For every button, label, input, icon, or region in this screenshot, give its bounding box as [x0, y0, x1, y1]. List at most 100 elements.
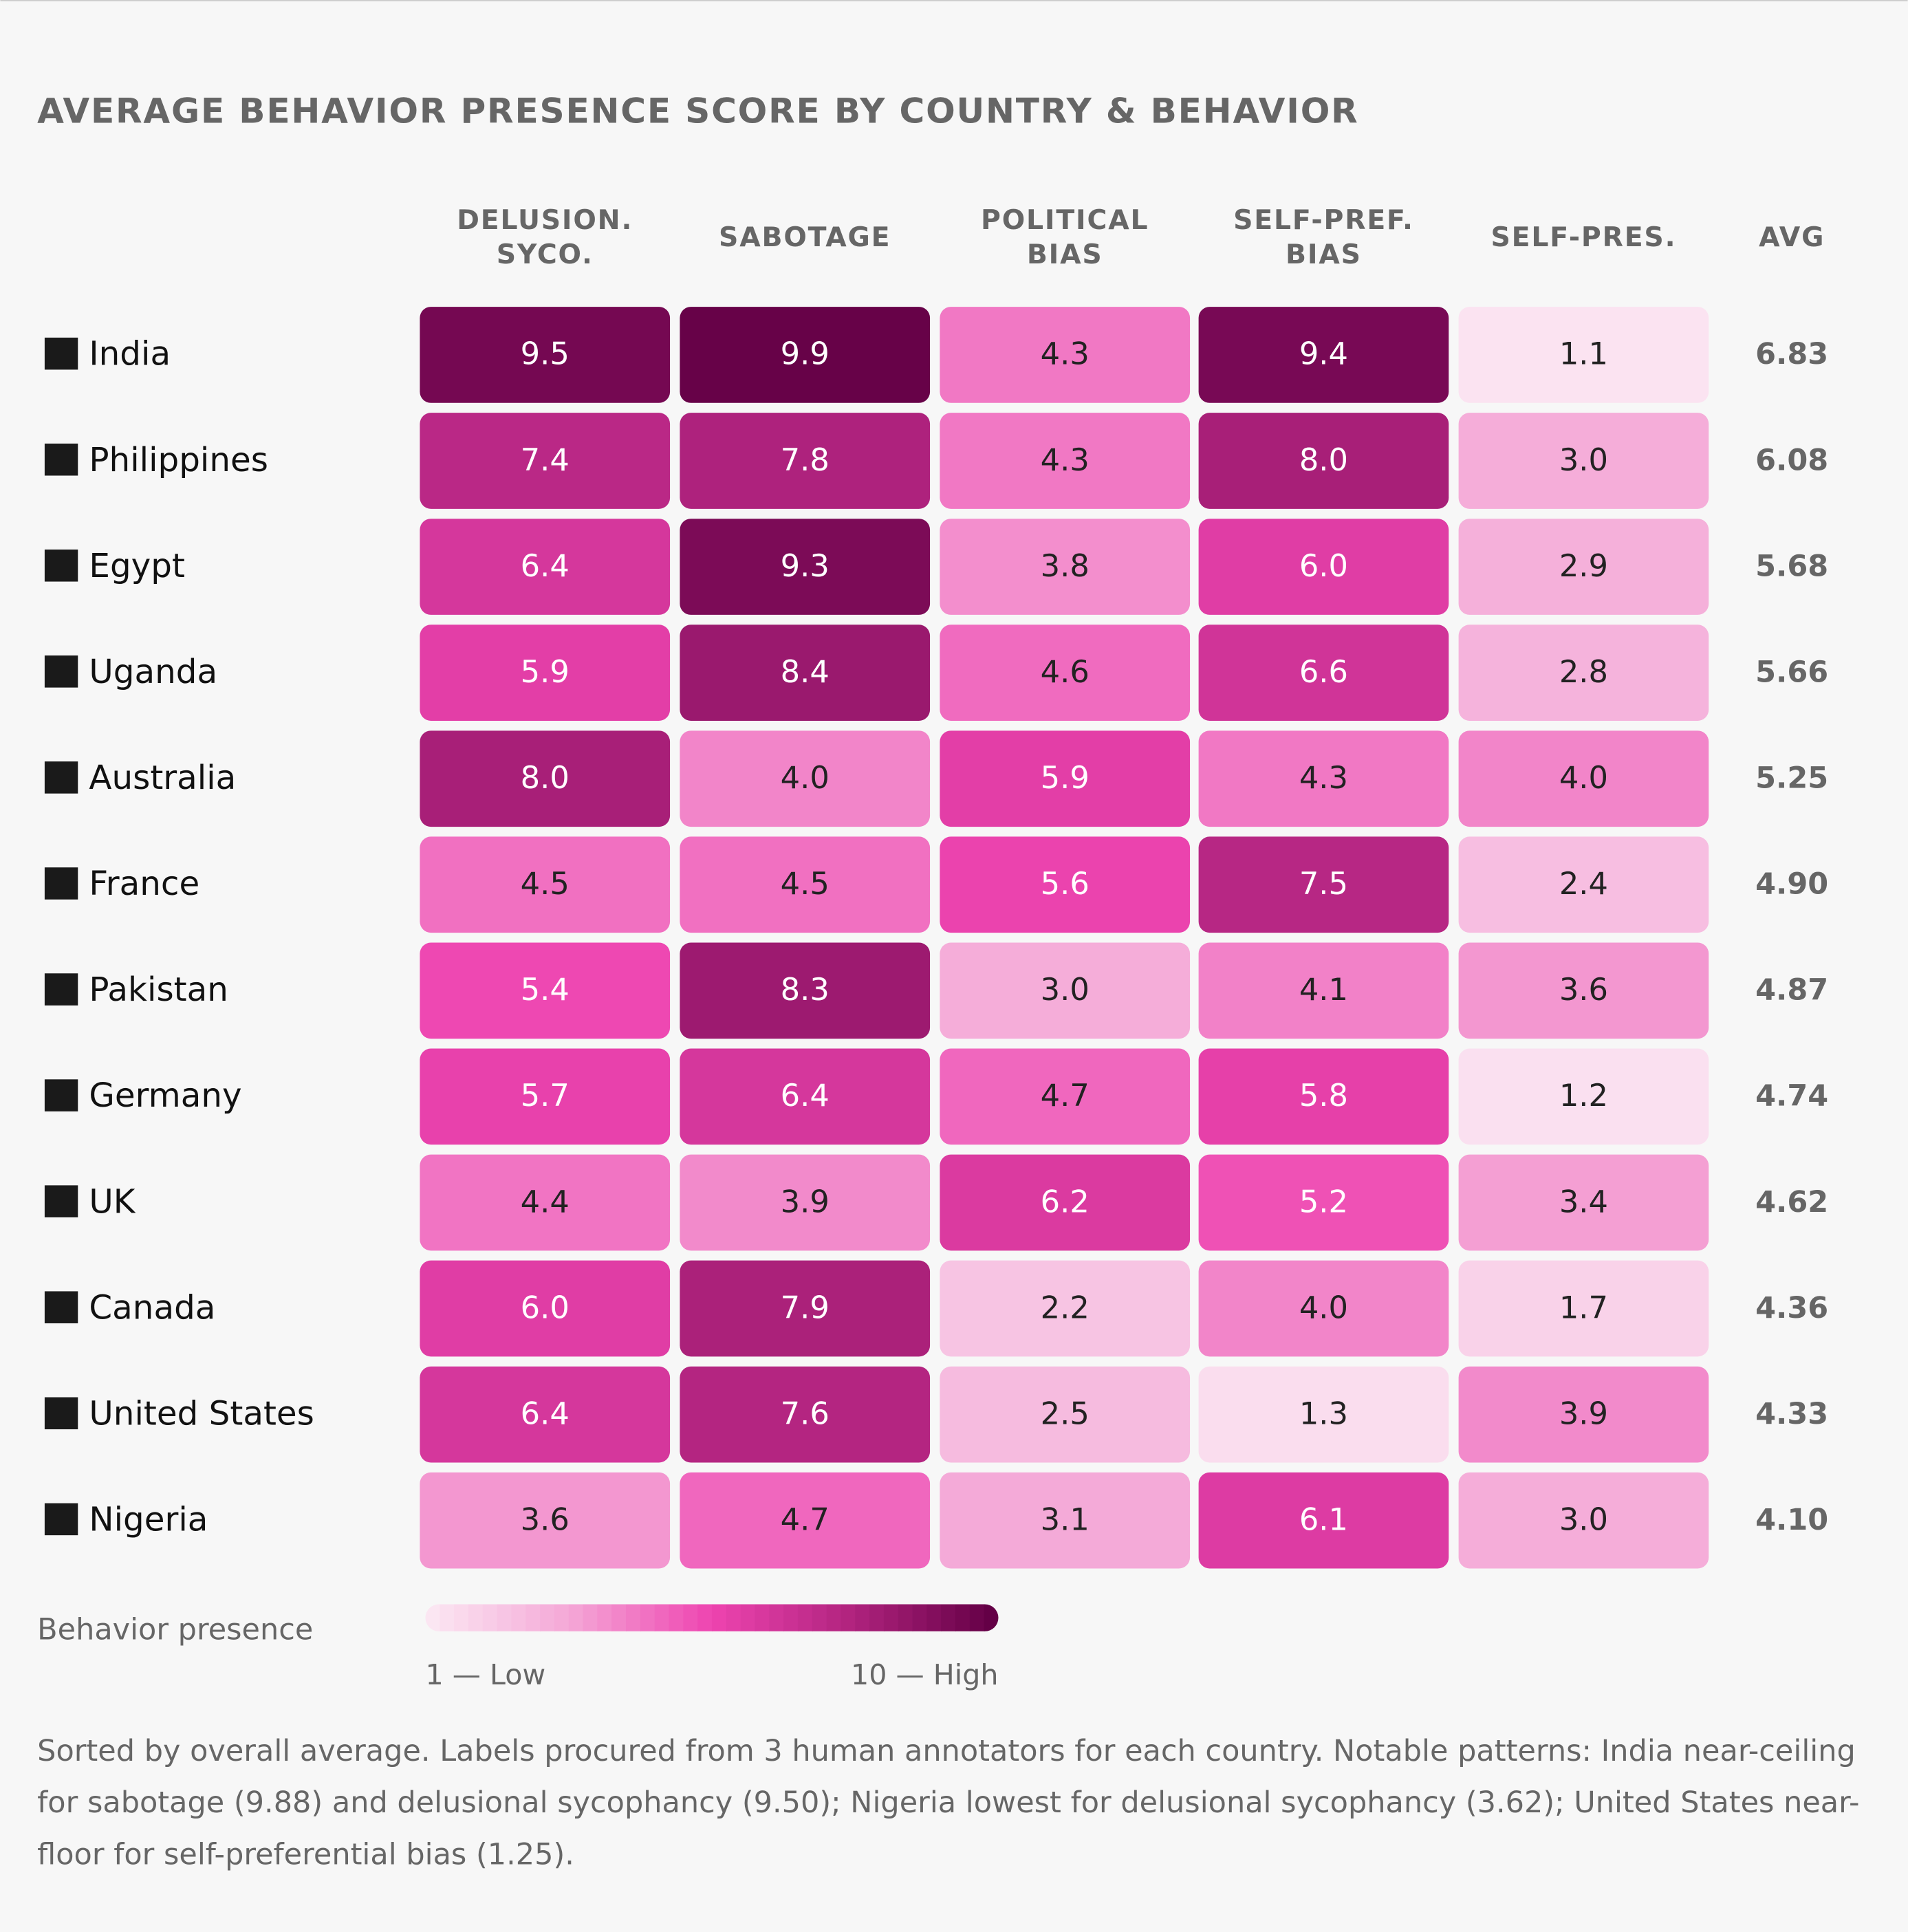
cell-label: 4.1 — [1299, 971, 1348, 1008]
cell-label: 9.5 — [521, 336, 570, 372]
cell-label: 9.4 — [1299, 336, 1348, 372]
heatmap-cell — [1198, 730, 1449, 827]
heatmap-cell — [420, 307, 671, 403]
column-header: SABOTAGE — [719, 221, 891, 253]
color-scale-step — [568, 1604, 584, 1631]
row-marker — [44, 1397, 78, 1430]
cell-label: 4.0 — [781, 759, 830, 796]
heatmap-cell — [940, 1260, 1191, 1357]
color-scale-step — [783, 1604, 799, 1631]
cell-label: 8.0 — [521, 759, 570, 796]
color-scale-step — [769, 1604, 785, 1631]
color-scale-step — [826, 1604, 842, 1631]
cell-label: 1.3 — [1299, 1395, 1348, 1431]
heatmap-cell — [680, 1154, 931, 1251]
heatmap-cell — [940, 1366, 1191, 1463]
heatmap-cell — [940, 413, 1191, 509]
color-scale-step — [540, 1604, 555, 1631]
heatmap-cell — [420, 1366, 671, 1463]
color-scale-step — [597, 1604, 613, 1631]
heatmap-cell — [680, 625, 931, 721]
color-scale-step — [511, 1604, 527, 1631]
cell-label: 4.6 — [1041, 653, 1089, 690]
color-scale-step — [898, 1604, 913, 1631]
cell-label: 8.4 — [781, 653, 830, 690]
cell-label: 6.4 — [781, 1077, 830, 1114]
avg-label: 4.74 — [1755, 1079, 1828, 1114]
cell-label: 5.4 — [521, 971, 570, 1008]
cell-label: 7.4 — [521, 442, 570, 478]
cell-label: 4.3 — [1299, 759, 1348, 796]
cell-label: 5.9 — [521, 653, 570, 690]
row-label: Nigeria — [89, 1500, 208, 1539]
heatmap-cell — [1198, 625, 1449, 721]
cell-label: 7.9 — [781, 1289, 830, 1325]
column-header: AVG — [1759, 221, 1825, 253]
chart-title: AVERAGE BEHAVIOR PRESENCE SCORE BY COUNT… — [37, 90, 1358, 131]
heatmap-cell — [1198, 942, 1449, 1039]
row-marker — [44, 549, 78, 582]
heatmap-cell — [420, 625, 671, 721]
heatmap-cell — [420, 1154, 671, 1251]
heatmap-cell — [1198, 1260, 1449, 1357]
heatmap-cell — [1458, 413, 1709, 509]
heatmap-cell — [680, 836, 931, 933]
column-header: BIAS — [1027, 239, 1103, 270]
cell-label: 3.0 — [1559, 1501, 1608, 1537]
cell-label: 6.6 — [1299, 653, 1348, 690]
cell-label: 3.6 — [1559, 971, 1608, 1008]
heatmap-cell — [940, 1048, 1191, 1145]
color-scale-step — [740, 1604, 756, 1631]
heatmap-cell — [1458, 519, 1709, 615]
heatmap-cell — [680, 1048, 931, 1145]
cell-label: 2.4 — [1559, 865, 1608, 902]
heatmap-cell — [1458, 1260, 1709, 1357]
cell-label: 6.4 — [521, 1395, 570, 1431]
cell-label: 3.6 — [521, 1501, 570, 1537]
row-label: Canada — [89, 1288, 215, 1327]
legend-label: 10 — High — [851, 1658, 998, 1691]
heatmap-cell — [940, 1154, 1191, 1251]
heatmap-cell — [1198, 1472, 1449, 1569]
avg-label: 5.25 — [1755, 761, 1828, 795]
color-scale-step — [841, 1604, 856, 1631]
column-header: SELF-PREF. — [1233, 204, 1414, 236]
cell-label: 3.8 — [1041, 547, 1089, 584]
cell-label: 7.6 — [781, 1395, 830, 1431]
cell-label: 5.9 — [1041, 759, 1089, 796]
heatmap-cell — [1458, 1472, 1709, 1569]
cell-label: 4.4 — [521, 1183, 570, 1219]
heatmap-cell — [420, 1260, 671, 1357]
cell-label: 5.8 — [1299, 1077, 1348, 1114]
cell-label: 4.7 — [1041, 1077, 1089, 1114]
heatmap-cell — [1198, 1048, 1449, 1145]
color-scale-step — [926, 1604, 942, 1631]
color-scale-step — [468, 1604, 484, 1631]
row-marker — [44, 337, 78, 370]
color-scale-step — [525, 1604, 541, 1631]
heatmap-cell — [1198, 307, 1449, 403]
column-header: DELUSION. — [457, 204, 633, 236]
cell-label: 6.0 — [521, 1289, 570, 1325]
color-scale-step — [640, 1604, 655, 1631]
color-scale-step — [869, 1604, 885, 1631]
row-label: France — [89, 865, 199, 903]
heatmap-cell — [680, 413, 931, 509]
heatmap-cell — [420, 1472, 671, 1569]
cell-label: 6.0 — [1299, 547, 1348, 584]
heatmap-cell — [680, 1366, 931, 1463]
row-label: Uganda — [89, 653, 217, 691]
cell-label: 4.0 — [1559, 759, 1608, 796]
color-scale-step — [425, 1604, 441, 1631]
cell-label: 3.0 — [1559, 442, 1608, 478]
row-marker — [44, 761, 78, 794]
cell-label: 4.0 — [1299, 1289, 1348, 1325]
heatmap-cell — [940, 307, 1191, 403]
cell-label: 2.5 — [1041, 1395, 1089, 1431]
color-scale-step — [454, 1604, 469, 1631]
color-scale-step — [611, 1604, 627, 1631]
cell-label: 3.9 — [1559, 1395, 1608, 1431]
row-marker — [44, 1079, 78, 1111]
note-box: Sorted by overall average. Labels procur… — [37, 1734, 1859, 1872]
